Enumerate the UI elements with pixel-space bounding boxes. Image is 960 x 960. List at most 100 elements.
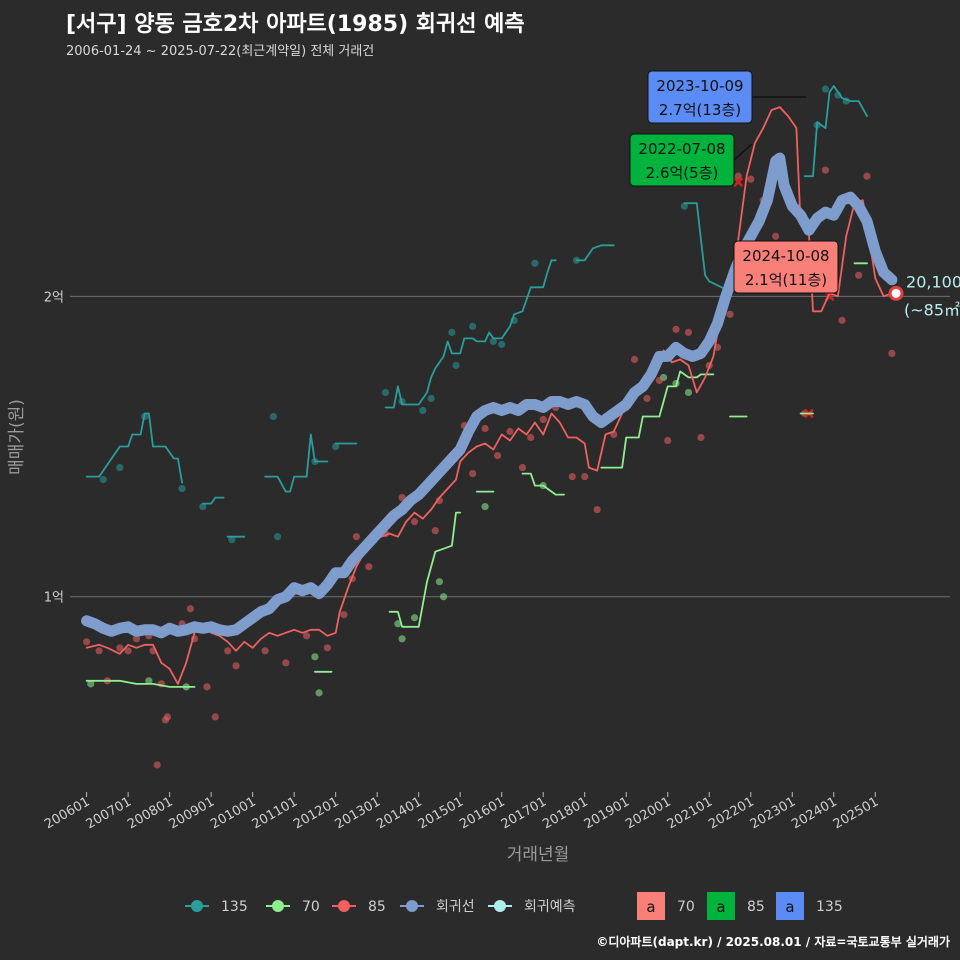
x-tick-label: 200901: [167, 794, 217, 832]
scatter-point-85: [83, 638, 91, 646]
scatter-point-85: [95, 647, 103, 655]
legend-key-dot: [406, 900, 418, 912]
scatter-point-135: [332, 442, 340, 451]
scatter-point-135: [419, 406, 427, 415]
scatter-point-135: [199, 503, 207, 511]
x-tick-label: 201501: [416, 794, 466, 832]
scatter-point-85: [481, 424, 489, 433]
legend-box: [707, 892, 735, 920]
x-tick-label: 202101: [665, 794, 715, 832]
scatter-point-135: [452, 361, 460, 370]
axes-layer: 1억 2억 200601200701200801200901201001201101…: [7, 290, 881, 865]
scatter-point-135: [498, 340, 506, 348]
series-line-135: [683, 202, 731, 295]
prediction-point: [888, 285, 904, 301]
legend-item-label: 135: [221, 899, 248, 915]
marks-layer: [81, 85, 898, 769]
annotation-box: [733, 240, 839, 294]
x-tick-label: 202301: [748, 794, 798, 832]
scatter-point-85: [203, 683, 211, 691]
annotation-layer: 20,100 (~85㎡) 2023-10-09 2.7억(13층) 2022-07-0…: [629, 70, 960, 319]
y-tick-label: 2억: [44, 290, 64, 305]
scatter-point-135: [427, 394, 435, 403]
scatter-point-85: [855, 271, 863, 279]
scatter-point-85: [539, 415, 547, 424]
grid-layer: [70, 295, 950, 598]
legend-box-label: 135: [816, 899, 843, 915]
scatter-point-70: [394, 620, 402, 628]
scatter-point-85: [469, 469, 477, 478]
scatter-point-85: [747, 175, 755, 183]
x-tick-label: 202201: [706, 794, 756, 832]
scatter-point-85: [261, 647, 269, 655]
x-tick-label: 201201: [291, 794, 341, 832]
scatter-point-85: [323, 644, 331, 652]
source-caption: ©디아파트(dapt.kr) / 2025.08.01 / 자료=국토교통부 실…: [596, 935, 950, 949]
annotation-box: [629, 133, 735, 187]
series-line-135: [85, 412, 183, 484]
x-tick-label: 202501: [831, 794, 881, 832]
scatter-point-85: [493, 451, 502, 460]
x-tick-label: 200601: [42, 794, 92, 832]
y-axis-title: 매매가(원): [7, 399, 27, 475]
scatter-point-85: [116, 644, 124, 652]
x-tick-label: 202401: [789, 794, 839, 832]
scatter-point-85: [655, 376, 664, 385]
scatter-point-135: [680, 202, 688, 210]
scatter-point-85: [211, 713, 219, 721]
scatter-point-85: [863, 172, 871, 180]
x-tick-label: 201901: [582, 794, 632, 832]
scatter-point-85: [506, 427, 514, 436]
scatter-point-70: [481, 503, 489, 511]
scatter-point-85: [124, 647, 132, 655]
scatter-point-85: [163, 713, 172, 721]
annotation-date: 2022-07-08: [638, 140, 725, 158]
scatter-point-85: [888, 349, 896, 357]
legend-key-dot: [191, 900, 203, 912]
scatter-point-85: [734, 172, 742, 180]
scatter-point-135: [228, 536, 236, 544]
scatter-point-85: [672, 325, 680, 333]
scatter-point-135: [381, 388, 390, 397]
series-line-135: [264, 433, 329, 493]
scatter-point-85: [527, 433, 535, 442]
x-tick-label: 202001: [623, 794, 673, 832]
scatter-point-85: [398, 493, 406, 502]
scatter-point-85: [568, 472, 576, 481]
scatter-point-85: [224, 647, 232, 655]
annotation-value: 2.6억(5층): [646, 164, 719, 182]
scatter-point-70: [398, 635, 406, 643]
scatter-point-85: [153, 761, 161, 769]
cancel-mark-85: [733, 177, 744, 188]
scatter-point-85: [340, 611, 348, 619]
scatter-point-85: [697, 433, 705, 442]
annotation-leader: [733, 143, 753, 161]
x-tick-label: 201801: [540, 794, 590, 832]
scatter-point-85: [684, 328, 693, 336]
legend-item-label: 회귀예측: [524, 899, 576, 915]
scatter-point-85: [365, 563, 373, 571]
scatter-point-85: [643, 394, 651, 403]
series-line-70: [600, 370, 715, 469]
series-line-135: [575, 244, 615, 262]
scatter-point-135: [469, 322, 477, 330]
scatter-point-85: [431, 527, 439, 535]
annotation-date: 2024-10-08: [742, 247, 829, 265]
x-tick-label: 201101: [250, 794, 300, 832]
legend-box-label: 85: [747, 899, 765, 915]
scatter-point-85: [772, 232, 780, 240]
annotation-date: 2023-10-09: [656, 77, 743, 95]
legend-box: [776, 892, 804, 920]
scatter-point-70: [145, 677, 153, 685]
chart-title: [서구] 양동 금호2차 아파트(1985) 회귀선 예측: [66, 12, 525, 37]
x-tick-label: 201301: [333, 794, 383, 832]
prediction-value-label: 20,100: [906, 272, 960, 291]
series-line-135: [201, 496, 225, 505]
y-tick-label: 1억: [44, 591, 64, 606]
x-tick-label: 201601: [457, 794, 507, 832]
legend-key-dot: [338, 900, 350, 912]
x-tick-label: 201401: [374, 794, 424, 832]
scatter-point-85: [581, 472, 589, 481]
x-tick-label: 200801: [125, 794, 175, 832]
